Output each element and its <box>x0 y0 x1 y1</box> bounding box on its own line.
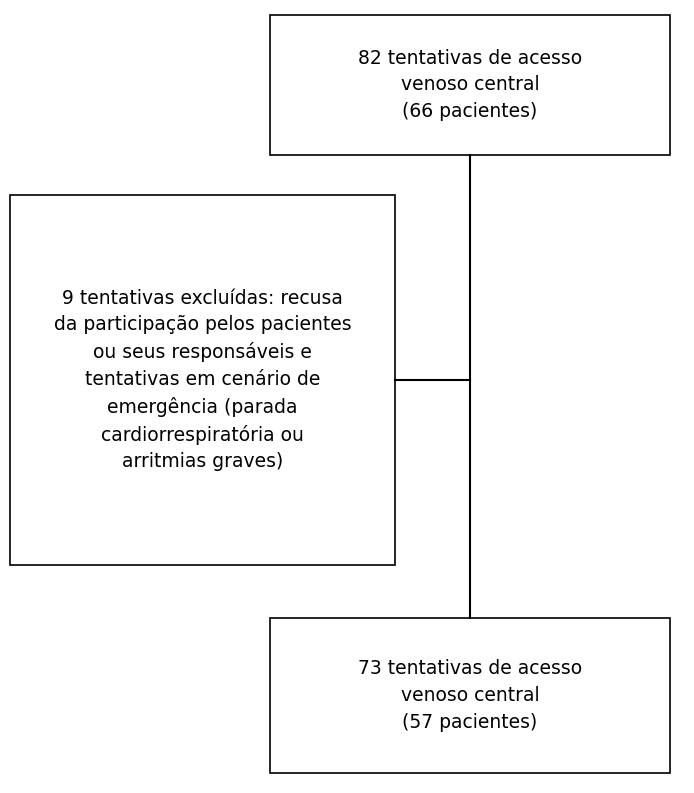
Text: 9 tentativas excluídas: recusa
da participação pelos pacientes
ou seus responsáv: 9 tentativas excluídas: recusa da partic… <box>53 289 351 471</box>
FancyBboxPatch shape <box>270 15 670 155</box>
FancyBboxPatch shape <box>10 195 395 565</box>
FancyBboxPatch shape <box>270 618 670 773</box>
Text: 82 tentativas de acesso
venoso central
(66 pacientes): 82 tentativas de acesso venoso central (… <box>358 49 582 121</box>
Text: 73 tentativas de acesso
venoso central
(57 pacientes): 73 tentativas de acesso venoso central (… <box>358 660 582 731</box>
